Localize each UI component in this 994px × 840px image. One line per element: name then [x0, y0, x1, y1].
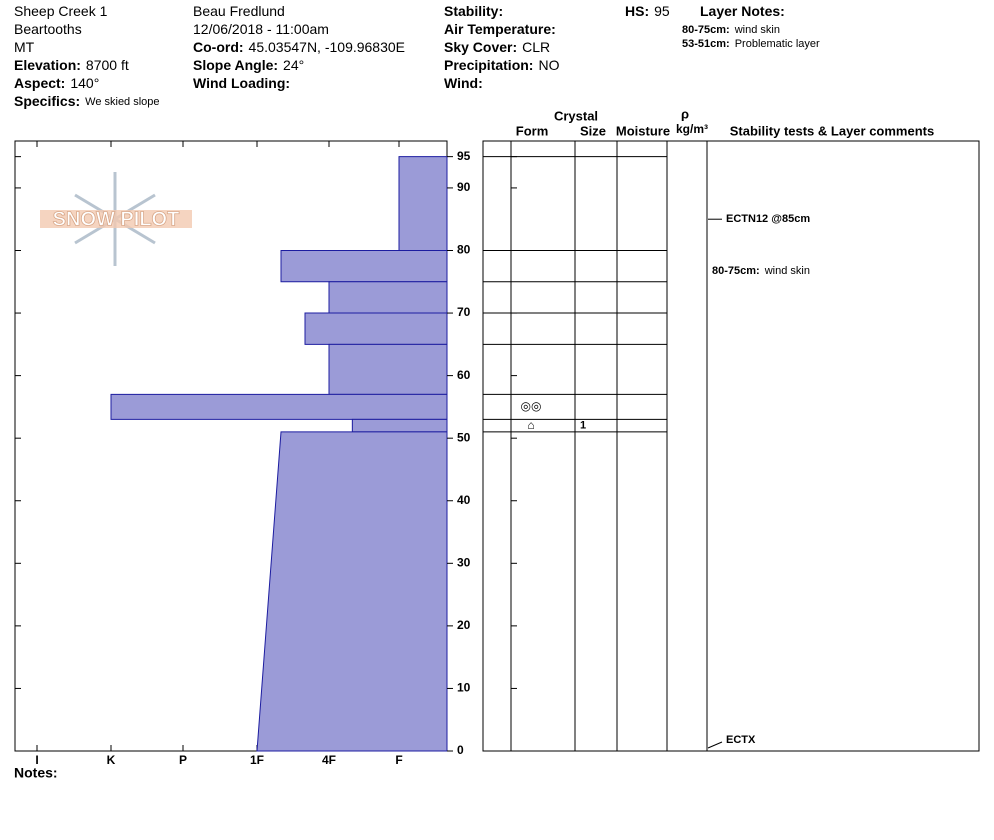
- field-value: 24°: [283, 57, 304, 73]
- x-tick-label: 1F: [250, 753, 264, 767]
- table-header: Form: [516, 123, 549, 138]
- test-label: ECTX: [726, 734, 756, 746]
- y-tick-label: 20: [457, 618, 471, 632]
- hardness-layer: [256, 431, 448, 752]
- header-field: Specifics: We skied slope: [14, 93, 160, 109]
- logo-band: [40, 210, 192, 228]
- field-label: Specifics:: [14, 93, 80, 109]
- header-field: HS: 95: [625, 3, 670, 19]
- y-tick-label: 10: [457, 681, 471, 695]
- field-value: We skied slope: [85, 96, 159, 108]
- x-tick-label: I: [35, 753, 38, 767]
- header-field: MT: [14, 39, 35, 55]
- table-header: Size: [580, 123, 606, 138]
- field-label: Sky Cover:: [444, 39, 517, 55]
- header-field: Aspect: 140°: [14, 75, 99, 91]
- y-tick-label: 50: [457, 430, 471, 444]
- test-label: ECTN12 @85cm: [726, 213, 810, 225]
- y-tick-label: 70: [457, 305, 471, 319]
- field-value: wind skin: [734, 24, 780, 36]
- hardness-layer: [304, 312, 448, 345]
- hardness-layer: [110, 393, 448, 420]
- y-tick-label: 30: [457, 555, 471, 569]
- header-field: Co-ord: 45.03547N, -109.96830E: [193, 39, 405, 55]
- hardness-layer: [328, 281, 448, 314]
- header-field: Layer Notes:: [700, 3, 785, 19]
- table-header: Moisture: [616, 123, 670, 138]
- y-tick-label: 90: [457, 180, 471, 194]
- x-tick-label: 4F: [322, 753, 336, 767]
- hardness-layer: [351, 418, 448, 433]
- hardness-layer: [328, 343, 448, 395]
- header-field: Slope Angle: 24°: [193, 57, 304, 73]
- field-value: 95: [654, 3, 670, 19]
- field-label: Co-ord:: [193, 39, 244, 55]
- hardness-layer: [398, 156, 448, 251]
- header-field: Sky Cover: CLR: [444, 39, 550, 55]
- header-field: Wind Loading:: [193, 75, 290, 91]
- field-value: 140°: [70, 75, 99, 91]
- table-header: Stability tests & Layer comments: [730, 123, 934, 138]
- x-tick-label: P: [179, 753, 187, 767]
- logo-text: SNOW PILOT: [53, 208, 180, 230]
- field-value: 12/06/2018 - 11:00am: [193, 21, 329, 37]
- header-field: Precipitation: NO: [444, 57, 560, 73]
- field-value: CLR: [522, 39, 550, 55]
- field-label: HS:: [625, 3, 649, 19]
- test-arrow: [707, 741, 723, 749]
- header-field: 53-51cm: Problematic layer: [682, 38, 820, 50]
- table-header: kg/m³: [676, 122, 708, 136]
- field-label: Elevation:: [14, 57, 81, 73]
- header-field: Wind:: [444, 75, 483, 91]
- x-tick-label: K: [107, 753, 116, 767]
- y-tick-label: 95: [457, 149, 471, 163]
- header-field: Sheep Creek 1: [14, 3, 108, 19]
- field-value: 45.03547N, -109.96830E: [249, 39, 405, 55]
- grain-form: ⌂: [527, 418, 534, 432]
- header-field: 80-75cm: wind skin: [712, 265, 810, 277]
- field-label: Wind:: [444, 75, 483, 91]
- header-field: Stability:: [444, 3, 503, 19]
- field-value: MT: [14, 39, 35, 55]
- field-value: Beartooths: [14, 21, 82, 37]
- header-field: Air Temperature:: [444, 21, 556, 37]
- y-tick-label: 80: [457, 243, 471, 257]
- field-value: Beau Fredlund: [193, 3, 285, 19]
- grain-size: 1: [580, 420, 586, 432]
- field-label: 53-51cm:: [682, 38, 730, 50]
- grain-form: ◎◎: [521, 399, 542, 413]
- field-value: wind skin: [764, 265, 810, 277]
- notes-label: Notes:: [14, 765, 58, 781]
- table-header: Crystal: [554, 108, 598, 123]
- field-label: Layer Notes:: [700, 3, 785, 19]
- hardness-layer: [280, 249, 448, 283]
- field-label: Stability:: [444, 3, 503, 19]
- field-label: 80-75cm:: [712, 265, 760, 277]
- field-label: Aspect:: [14, 75, 65, 91]
- field-label: Air Temperature:: [444, 21, 556, 37]
- field-value: Problematic layer: [735, 38, 820, 50]
- table-frame: [482, 140, 980, 752]
- y-tick-label: 60: [457, 368, 471, 382]
- field-label: Slope Angle:: [193, 57, 278, 73]
- field-value: Sheep Creek 1: [14, 3, 108, 19]
- header-field: 12/06/2018 - 11:00am: [193, 21, 329, 37]
- header-field: 80-75cm: wind skin: [682, 24, 780, 36]
- field-label: 80-75cm:: [682, 24, 730, 36]
- y-tick-label: 0: [457, 743, 464, 757]
- field-label: Wind Loading:: [193, 75, 290, 91]
- field-value: 8700 ft: [86, 57, 129, 73]
- header-field: Beartooths: [14, 21, 82, 37]
- header-field: Elevation: 8700 ft: [14, 57, 129, 73]
- field-value: NO: [538, 57, 559, 73]
- x-tick-label: F: [395, 753, 402, 767]
- y-tick-label: 40: [457, 493, 471, 507]
- header-field: Beau Fredlund: [193, 3, 285, 19]
- field-label: Precipitation:: [444, 57, 533, 73]
- table-header: ρ: [681, 106, 689, 121]
